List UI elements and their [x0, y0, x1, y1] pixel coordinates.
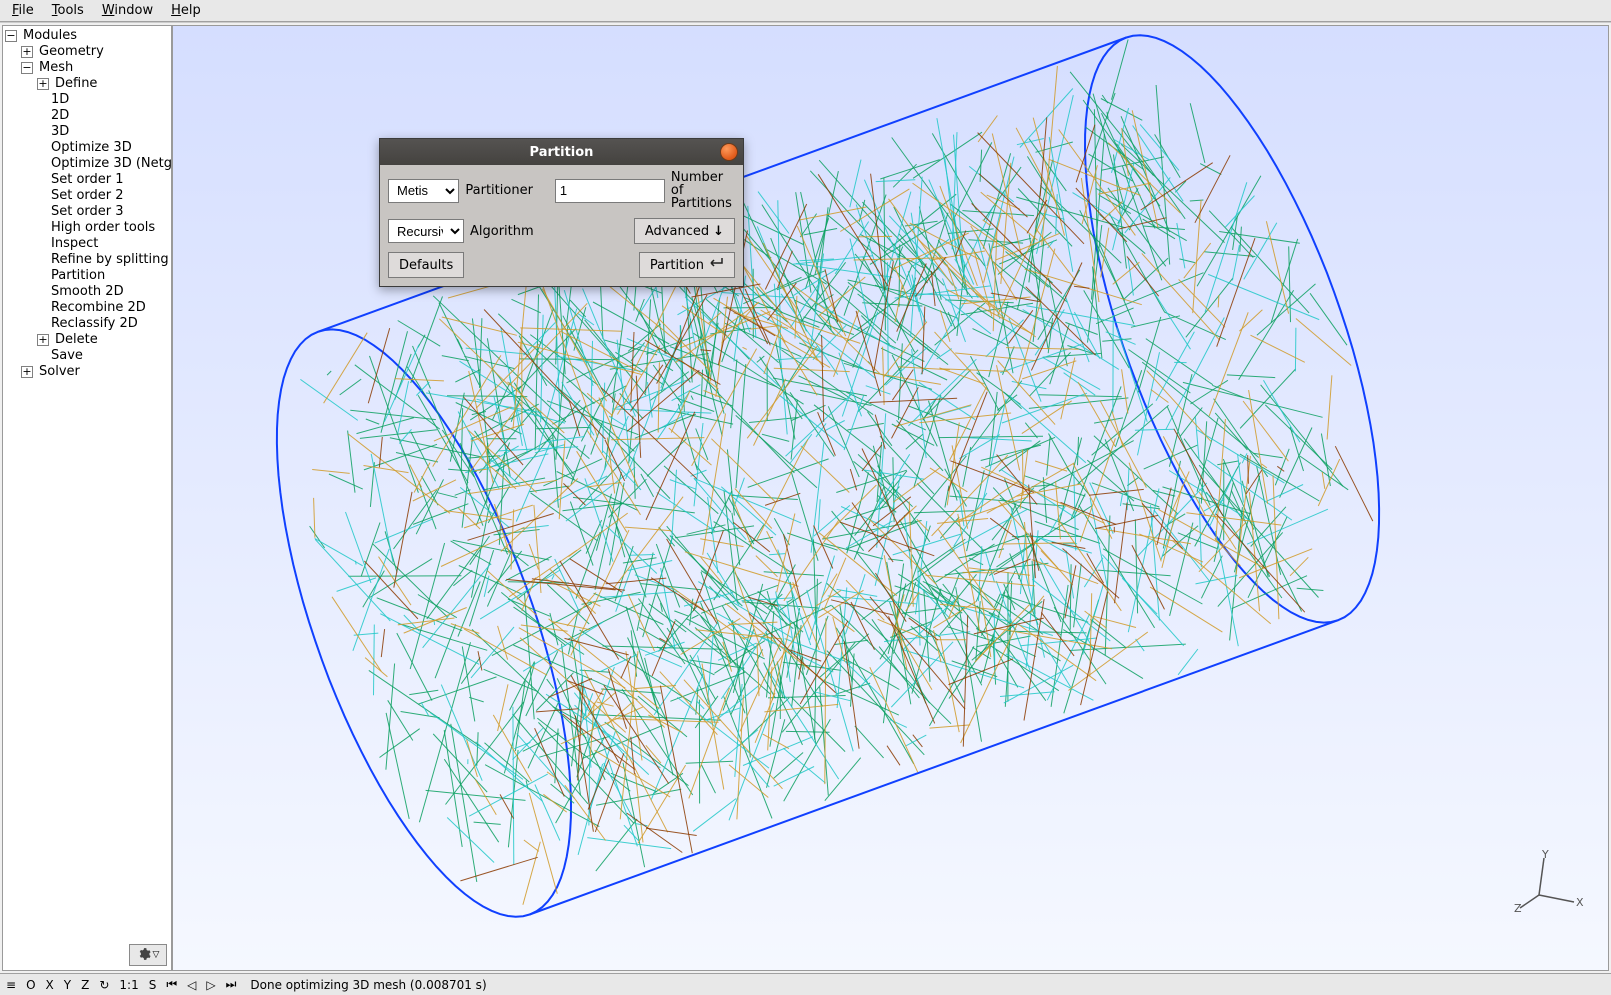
- expand-icon[interactable]: +: [37, 78, 49, 90]
- expand-icon[interactable]: +: [21, 46, 33, 58]
- partitioner-select[interactable]: Metis: [388, 179, 459, 203]
- tree-row-partition[interactable]: Partition: [3, 268, 171, 284]
- tree-row-reclassify-2d[interactable]: Reclassify 2D: [3, 316, 171, 332]
- player-last-icon[interactable]: ⏭: [224, 977, 239, 992]
- tree-row-save[interactable]: Save: [3, 348, 171, 364]
- tree-row-recombine-2d[interactable]: Recombine 2D: [3, 300, 171, 316]
- menubar: File Tools Window Help: [0, 0, 1611, 22]
- view-y-button[interactable]: Y: [62, 978, 73, 992]
- tree-row-3d[interactable]: 3D: [3, 124, 171, 140]
- tree-row-geometry[interactable]: + Geometry: [3, 44, 171, 60]
- dropdown-icon: ▽: [153, 950, 160, 960]
- view-z-button[interactable]: Z: [79, 978, 91, 992]
- tree-row-set-order-3[interactable]: Set order 3: [3, 204, 171, 220]
- algorithm-select[interactable]: Recursive: [388, 219, 464, 243]
- menu-icon[interactable]: ≡: [4, 978, 18, 992]
- tree-label-geometry: Geometry: [37, 44, 106, 60]
- view-x-button[interactable]: X: [44, 978, 56, 992]
- main-split: − Modules + Geometry − Mesh + Define 1D …: [0, 22, 1611, 973]
- defaults-button[interactable]: Defaults: [388, 252, 464, 278]
- advanced-button[interactable]: Advanced ↓: [634, 218, 735, 244]
- menu-window[interactable]: Window: [94, 2, 161, 19]
- tree-row-modules[interactable]: − Modules: [3, 28, 171, 44]
- viewport-3d[interactable]: X Y Z Partition Metis Partitioner Number…: [172, 25, 1609, 971]
- module-tree-panel: − Modules + Geometry − Mesh + Define 1D …: [2, 25, 172, 971]
- dialog-title: Partition: [530, 145, 594, 160]
- tree-row-optimize-3d[interactable]: Optimize 3D: [3, 140, 171, 156]
- tree-row-1d[interactable]: 1D: [3, 92, 171, 108]
- expand-icon[interactable]: +: [37, 334, 49, 346]
- menu-window-label: indow: [114, 3, 153, 18]
- tree-label-modules: Modules: [21, 28, 79, 44]
- snap-s-button[interactable]: S: [147, 978, 159, 992]
- rotate-icon[interactable]: ↻: [97, 978, 111, 992]
- tree-row-high-order-tools[interactable]: High order tools: [3, 220, 171, 236]
- arrow-down-icon: ↓: [713, 224, 724, 239]
- tree-row-inspect[interactable]: Inspect: [3, 236, 171, 252]
- num-partitions-label-2: Partitions: [671, 197, 735, 210]
- num-partitions-label-1: Number of: [671, 171, 735, 197]
- algorithm-label: Algorithm: [470, 224, 534, 239]
- tree-row-solver[interactable]: + Solver: [3, 364, 171, 380]
- partitioner-label: Partitioner: [465, 183, 533, 198]
- tree-row-2d[interactable]: 2D: [3, 108, 171, 124]
- menu-help-label: elp: [181, 3, 201, 18]
- gear-icon: [137, 947, 151, 964]
- collapse-icon[interactable]: −: [21, 62, 33, 74]
- tree-options-button[interactable]: ▽: [129, 944, 167, 966]
- tree-row-set-order-1[interactable]: Set order 1: [3, 172, 171, 188]
- tree-row-refine[interactable]: Refine by splitting: [3, 252, 171, 268]
- dialog-close-button[interactable]: [720, 143, 738, 161]
- menu-file[interactable]: File: [4, 2, 42, 19]
- tree-label-solver: Solver: [37, 364, 82, 380]
- status-bar: ≡ O X Y Z ↻ 1:1 S ⏮ ◁ ▷ ⏭ Done optimizin…: [0, 973, 1611, 995]
- player-first-icon[interactable]: ⏮: [164, 977, 179, 992]
- tree-row-mesh[interactable]: − Mesh: [3, 60, 171, 76]
- tree-row-optimize-3d-netgen[interactable]: Optimize 3D (Netge: [3, 156, 171, 172]
- tree-row-set-order-2[interactable]: Set order 2: [3, 188, 171, 204]
- player-prev-icon[interactable]: ◁: [185, 978, 198, 992]
- menu-help[interactable]: Help: [163, 2, 209, 19]
- tree-row-delete[interactable]: + Delete: [3, 332, 171, 348]
- partition-dialog: Partition Metis Partitioner Number of Pa…: [379, 138, 744, 287]
- player-next-icon[interactable]: ▷: [204, 978, 217, 992]
- menu-file-label: ile: [19, 3, 34, 18]
- tree-label-mesh: Mesh: [37, 60, 75, 76]
- collapse-icon[interactable]: −: [5, 30, 17, 42]
- return-icon: [708, 257, 724, 273]
- partition-run-button[interactable]: Partition: [639, 252, 735, 278]
- menu-tools[interactable]: Tools: [44, 2, 92, 19]
- dialog-titlebar[interactable]: Partition: [380, 139, 743, 165]
- expand-icon[interactable]: +: [21, 366, 33, 378]
- module-tree: − Modules + Geometry − Mesh + Define 1D …: [3, 26, 171, 382]
- menu-tools-label: ools: [58, 3, 84, 18]
- tree-row-define[interactable]: + Define: [3, 76, 171, 92]
- status-message: Done optimizing 3D mesh (0.008701 s): [244, 978, 486, 992]
- tree-row-smooth-2d[interactable]: Smooth 2D: [3, 284, 171, 300]
- view-o-button[interactable]: O: [24, 978, 37, 992]
- num-partitions-input[interactable]: [555, 179, 665, 203]
- scale-label[interactable]: 1:1: [117, 978, 140, 992]
